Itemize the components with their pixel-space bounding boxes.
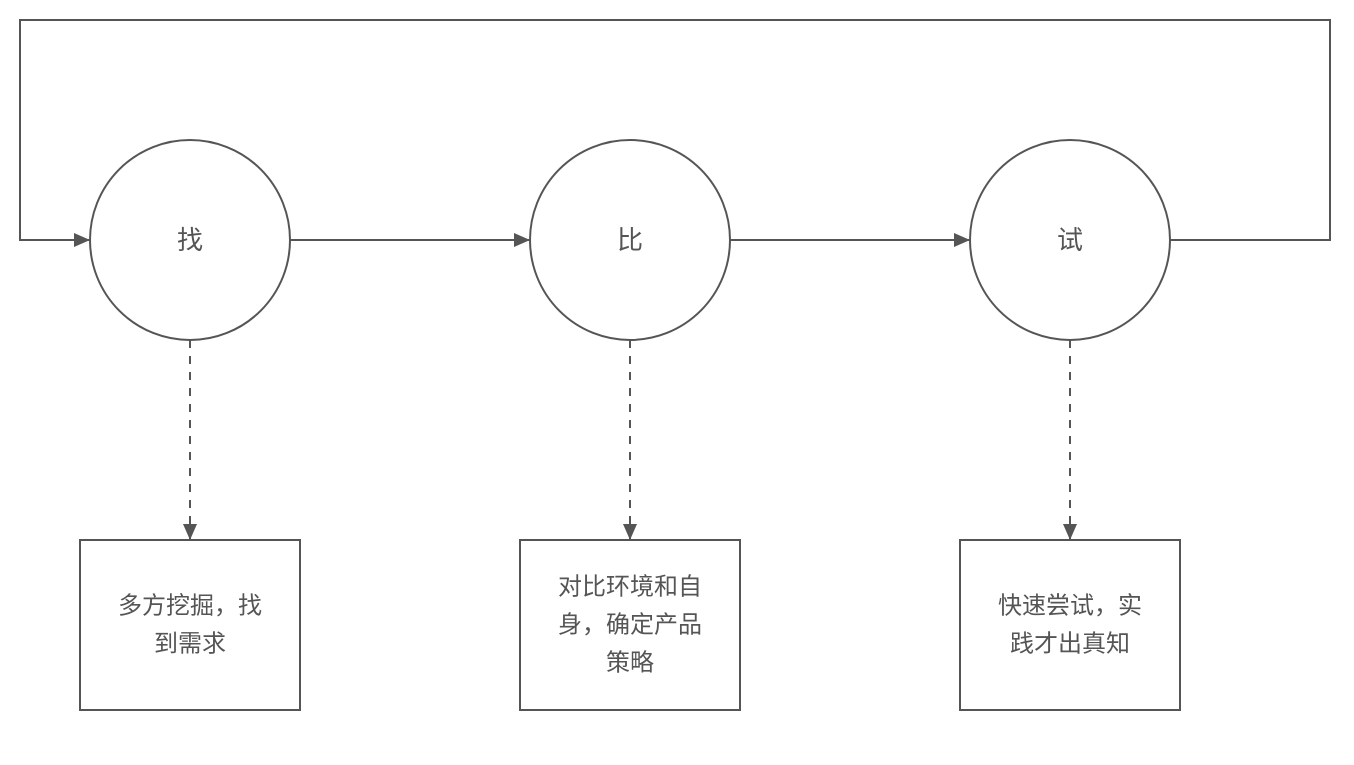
box-find-desc: 多方挖掘，找到需求 <box>80 540 300 710</box>
node-compare: 比 <box>530 140 730 340</box>
box-text-try-desc-line0: 快速尝试，实 <box>998 593 1142 620</box>
node-label-compare: 比 <box>617 225 643 255</box>
node-try: 试 <box>970 140 1170 340</box>
arrowhead <box>514 233 530 247</box>
box-text-try-desc-line1: 践才出真知 <box>1010 631 1130 658</box>
box-text-find-desc-line1: 到需求 <box>154 631 226 658</box>
node-label-try: 试 <box>1057 225 1083 255</box>
arrowhead <box>1063 524 1077 540</box>
arrowhead <box>954 233 970 247</box>
box-text-compare-desc-line1: 身，确定产品 <box>558 612 702 639</box>
node-find: 找 <box>90 140 290 340</box>
box-try-desc: 快速尝试，实践才出真知 <box>960 540 1180 710</box>
box-text-find-desc-line0: 多方挖掘，找 <box>118 593 262 620</box>
box-rect-find-desc <box>80 540 300 710</box>
node-label-find: 找 <box>177 225 203 255</box>
arrowhead <box>623 524 637 540</box>
arrowhead <box>74 233 90 247</box>
box-text-compare-desc-line0: 对比环境和自 <box>558 574 702 601</box>
box-compare-desc: 对比环境和自身，确定产品策略 <box>520 540 740 710</box>
flowchart-canvas: 找 比 试多方挖掘，找到需求 对比环境和自身，确定产品策略 快速尝试，实践才出真知 <box>0 0 1354 765</box>
box-rect-try-desc <box>960 540 1180 710</box>
box-text-compare-desc-line2: 策略 <box>606 650 654 677</box>
arrowhead <box>183 524 197 540</box>
edge-loop-try-to-find <box>20 20 1330 240</box>
